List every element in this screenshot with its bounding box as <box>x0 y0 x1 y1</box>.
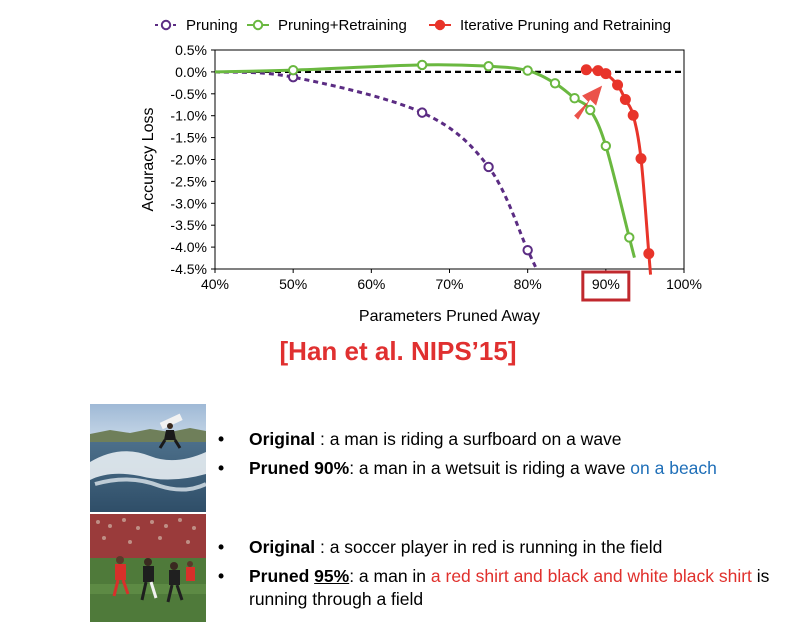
x-tick-label: 60% <box>357 276 385 292</box>
original-caption: • Original : a soccer player in red is r… <box>218 536 778 559</box>
legend-swatch-marker <box>434 19 446 31</box>
pruning-retraining-point <box>416 59 428 71</box>
pruning-point <box>416 107 428 118</box>
y-tick-label: -3.0% <box>170 195 207 211</box>
original-label: Original <box>249 537 316 557</box>
pruning-retraining-point <box>624 232 635 243</box>
y-tick-label: 0.0% <box>175 64 207 80</box>
soccer-photo <box>90 514 206 622</box>
pruned-label: Pruned 90% <box>249 458 350 478</box>
pruned-text: : a man in a wetsuit is riding a wave <box>349 458 631 478</box>
pruning-retraining-point <box>600 140 612 152</box>
bullet-dot: • <box>218 566 225 586</box>
legend-swatch-marker <box>160 19 172 31</box>
legend: Pruning Pruning+Retraining Iterative Pruni… <box>155 17 671 34</box>
x-axis-label: Parameters Pruned Away <box>359 308 540 325</box>
iterative-pruning-and-retraining-point <box>612 79 624 91</box>
iterative-pruning-and-retraining-point <box>600 68 612 80</box>
y-tick-label: -2.0% <box>170 152 207 168</box>
original-text: : a soccer player in red is running in t… <box>315 537 663 557</box>
iterative-pruning-and-retraining-point <box>580 64 592 76</box>
pruned-label: Pruned 95% <box>249 566 349 586</box>
pruned-caption: • Pruned 90%: a man in a wetsuit is ridi… <box>218 457 778 480</box>
pruning-retraining-point <box>522 65 533 76</box>
bullet-dot: • <box>218 429 225 449</box>
pruned-label-prefix: Pruned <box>249 566 315 586</box>
pruned-highlight: a red shirt and black and white black sh… <box>430 566 752 586</box>
caption-bullets: • Original : a soccer player in red is r… <box>218 536 778 617</box>
bullet-dot: • <box>218 458 225 478</box>
tick-labels: 40% 50% 60% 70% 80% 90% 100% 0.5% 0.0% -0.5% -1.0%… <box>170 42 701 292</box>
bullet-dot: • <box>218 537 225 557</box>
original-label: Original <box>249 429 316 449</box>
y-tick-label: -4.5% <box>170 261 207 277</box>
pruning-retraining-line <box>214 63 636 258</box>
x-tick-label: 40% <box>201 276 229 292</box>
y-tick-label: -1.0% <box>170 108 207 124</box>
y-tick-label: -0.5% <box>170 86 207 102</box>
original-text: : a man is riding a surfboard on a wave <box>315 429 622 449</box>
iterative-pruning-and-retraining-point <box>619 93 631 105</box>
iterative-pruning-and-retraining-point <box>627 109 639 121</box>
pruned-text-end: is running through a field <box>249 566 770 609</box>
pruning-retraining-point <box>585 104 596 116</box>
legend-label: Pruning+Retraining <box>278 17 407 34</box>
y-tick-label: -4.0% <box>170 239 207 255</box>
legend-label: Iterative Pruning and Retraining <box>460 17 671 34</box>
legend-label: Pruning <box>186 17 238 34</box>
x-tick-label: 50% <box>279 276 307 292</box>
iterative-pruning-and-retraining-point <box>635 153 647 165</box>
pruned-text: : a man in <box>349 566 431 586</box>
y-axis-label: Accuracy Loss <box>140 107 157 211</box>
highlight-box-90 <box>581 270 631 302</box>
surfing-photo <box>90 404 206 512</box>
y-tick-label: -2.5% <box>170 173 207 189</box>
pruned-highlight: on a beach <box>630 458 717 478</box>
pruned-caption: • Pruned 95%: a man in a red shirt and b… <box>218 565 778 611</box>
x-tick-label: 90% <box>592 276 620 292</box>
x-tick-label: 100% <box>666 276 702 292</box>
caption-bullets: • Original : a man is riding a surfboard… <box>218 428 778 486</box>
pruning-retraining-point <box>483 61 494 72</box>
y-tick-label: -3.5% <box>170 217 207 233</box>
iterative-pruning-and-retraining-point <box>643 248 655 260</box>
y-tick-label: 0.5% <box>175 42 207 58</box>
original-caption: • Original : a man is riding a surfboard… <box>218 428 778 451</box>
pruned-label-percent: 95% <box>314 566 350 586</box>
pruning-retraining-point <box>569 92 580 104</box>
pruning-retraining-point <box>287 64 299 76</box>
y-tick-label: -1.5% <box>170 130 207 146</box>
x-tick-label: 70% <box>435 276 463 292</box>
accuracy-loss-chart: 40% 50% 60% 70% 80% 90% 100% 0.5% 0.0% -0.5% -1.0%… <box>140 17 702 325</box>
red-arrow-icon <box>574 85 603 120</box>
citation: [Han et al. NIPS’15] <box>279 336 517 366</box>
pruning-point <box>522 244 533 256</box>
legend-swatch-marker <box>252 19 264 31</box>
series-layer <box>214 59 655 275</box>
pruning-retraining-point <box>549 78 561 89</box>
pruning-point <box>483 161 494 173</box>
x-tick-label: 80% <box>514 276 542 292</box>
